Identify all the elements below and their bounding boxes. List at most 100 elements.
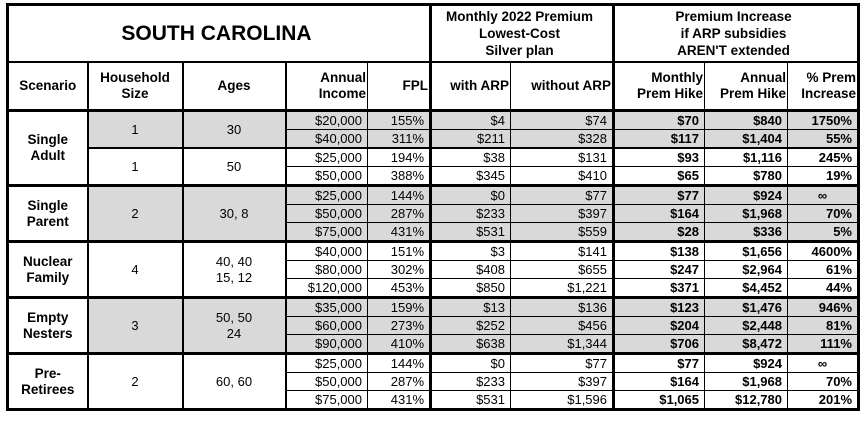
table-row: $40,000 311% $211 $328 $117 $1,404 55% <box>8 129 859 149</box>
pct-increase-cell: 81% <box>787 316 859 335</box>
table-row: $60,000 273% $252 $456 $204 $2,448 81% <box>8 316 859 335</box>
with-arp-cell: $345 <box>430 166 511 186</box>
income-cell: $40,000 <box>285 240 368 261</box>
monthly-hike-cell: $93 <box>613 147 705 167</box>
household-size-cell: 1 <box>87 109 184 149</box>
pct-increase-cell: ∞ <box>787 184 859 205</box>
fpl-cell: 159% <box>367 296 432 317</box>
pct-increase-cell: 19% <box>787 166 859 186</box>
table-row: Nuclear Family 4 40, 40 15, 12 $40,000 151% $… <box>7 240 859 298</box>
col-header-pct-increase: % Prem Increase <box>787 61 860 112</box>
col-header-ages: Ages <box>182 61 287 112</box>
pct-increase-cell: 946% <box>787 296 859 317</box>
premium-table-body: Single Adult 1 30 $20,000 155% $4 $74 $70 $840 17… <box>7 109 859 410</box>
scenario-cell: Empty Nesters <box>7 296 89 354</box>
monthly-hike-cell: $164 <box>613 372 705 391</box>
annual-hike-cell: $780 <box>704 166 788 186</box>
with-arp-cell: $0 <box>430 184 511 205</box>
without-arp-cell: $131 <box>510 147 615 167</box>
with-arp-cell: $38 <box>430 147 511 167</box>
fpl-cell: 273% <box>367 316 432 335</box>
without-arp-cell: $141 <box>510 240 615 261</box>
pct-increase-cell: 55% <box>787 129 859 149</box>
pct-increase-cell: 70% <box>787 204 859 223</box>
annual-hike-cell: $924 <box>704 352 788 373</box>
monthly-hike-cell: $65 <box>613 166 705 186</box>
without-arp-cell: $397 <box>510 204 615 223</box>
income-cell: $75,000 <box>285 222 368 242</box>
without-arp-cell: $397 <box>510 372 615 391</box>
table-row: Empty Nesters 3 50, 50 24 $35,000 159% $13 $13… <box>7 296 859 354</box>
income-cell: $40,000 <box>285 129 368 149</box>
increase-block-header: Premium Increase if ARP subsidies AREN'T… <box>612 4 859 63</box>
fpl-cell: 144% <box>367 184 432 205</box>
table-column-headers: Scenario Household Size Ages Annual Inco… <box>7 61 860 112</box>
annual-hike-cell: $1,404 <box>704 129 788 149</box>
scenario-cell: Single Adult <box>7 110 89 186</box>
pct-increase-cell: ∞ <box>787 352 859 373</box>
fpl-cell: 302% <box>367 260 432 279</box>
annual-hike-cell: $1,968 <box>704 204 788 223</box>
table-row: $50,000 287% $233 $397 $164 $1,968 70% <box>8 204 859 223</box>
ages-cell: 60, 60 <box>182 352 287 410</box>
household-size-cell: 4 <box>87 240 184 298</box>
table-row: 1 50 $25,000 194% $38 $131 $93 $1,116 245% <box>8 147 859 186</box>
col-header-scenario: Scenario <box>7 61 89 112</box>
fpl-cell: 453% <box>367 278 432 298</box>
premium-table: SOUTH CAROLINA Monthly 2022 Premium Lowe… <box>6 3 860 411</box>
income-cell: $20,000 <box>285 109 368 130</box>
monthly-hike-cell: $706 <box>613 334 705 354</box>
with-arp-cell: $4 <box>430 109 511 130</box>
annual-hike-cell: $840 <box>704 109 788 130</box>
table-header-band: SOUTH CAROLINA Monthly 2022 Premium Lowe… <box>7 4 859 63</box>
with-arp-cell: $233 <box>430 204 511 223</box>
fpl-cell: 144% <box>367 352 432 373</box>
without-arp-cell: $655 <box>510 260 615 279</box>
without-arp-cell: $456 <box>510 316 615 335</box>
scenario-cell: Nuclear Family <box>7 240 89 298</box>
monthly-hike-cell: $138 <box>613 240 705 261</box>
income-cell: $50,000 <box>285 372 368 391</box>
household-size-cell: 3 <box>87 296 184 354</box>
fpl-cell: 151% <box>367 240 432 261</box>
without-arp-cell: $328 <box>510 129 615 149</box>
pct-increase-cell: 245% <box>787 147 859 167</box>
fpl-cell: 410% <box>367 334 432 354</box>
pct-increase-cell: 4600% <box>787 240 859 261</box>
pct-increase-cell: 111% <box>787 334 859 354</box>
annual-hike-cell: $1,116 <box>704 147 788 167</box>
income-cell: $120,000 <box>285 278 368 298</box>
col-header-annual-hike: Annual Prem Hike <box>704 61 788 112</box>
table-row: $75,000 431% $531 $1,596 $1,065 $12,780 201% <box>8 390 859 410</box>
col-header-without-arp: without ARP <box>510 61 615 112</box>
income-cell: $80,000 <box>285 260 368 279</box>
monthly-hike-cell: $164 <box>613 204 705 223</box>
annual-hike-cell: $1,476 <box>704 296 788 317</box>
monthly-hike-cell: $70 <box>613 109 705 130</box>
table-row: $80,000 302% $408 $655 $247 $2,964 61% <box>8 260 859 279</box>
ages-cell: 40, 40 15, 12 <box>182 240 287 298</box>
premium-block-header: Monthly 2022 Premium Lowest-Cost Silver … <box>429 4 614 63</box>
monthly-hike-cell: $371 <box>613 278 705 298</box>
pct-increase-cell: 5% <box>787 222 859 242</box>
with-arp-cell: $13 <box>430 296 511 317</box>
household-size-cell: 2 <box>87 352 184 410</box>
with-arp-cell: $3 <box>430 240 511 261</box>
annual-hike-cell: $336 <box>704 222 788 242</box>
without-arp-cell: $136 <box>510 296 615 317</box>
monthly-hike-cell: $123 <box>613 296 705 317</box>
monthly-hike-cell: $77 <box>613 184 705 205</box>
with-arp-cell: $0 <box>430 352 511 373</box>
pct-increase-cell: 201% <box>787 390 859 410</box>
monthly-hike-cell: $117 <box>613 129 705 149</box>
table-row: $50,000 388% $345 $410 $65 $780 19% <box>8 166 859 186</box>
fpl-cell: 194% <box>367 147 432 167</box>
monthly-hike-cell: $28 <box>613 222 705 242</box>
household-size-cell: 2 <box>87 184 184 242</box>
without-arp-cell: $1,344 <box>510 334 615 354</box>
monthly-hike-cell: $204 <box>613 316 705 335</box>
without-arp-cell: $1,596 <box>510 390 615 410</box>
with-arp-cell: $408 <box>430 260 511 279</box>
fpl-cell: 287% <box>367 372 432 391</box>
income-cell: $25,000 <box>285 352 368 373</box>
